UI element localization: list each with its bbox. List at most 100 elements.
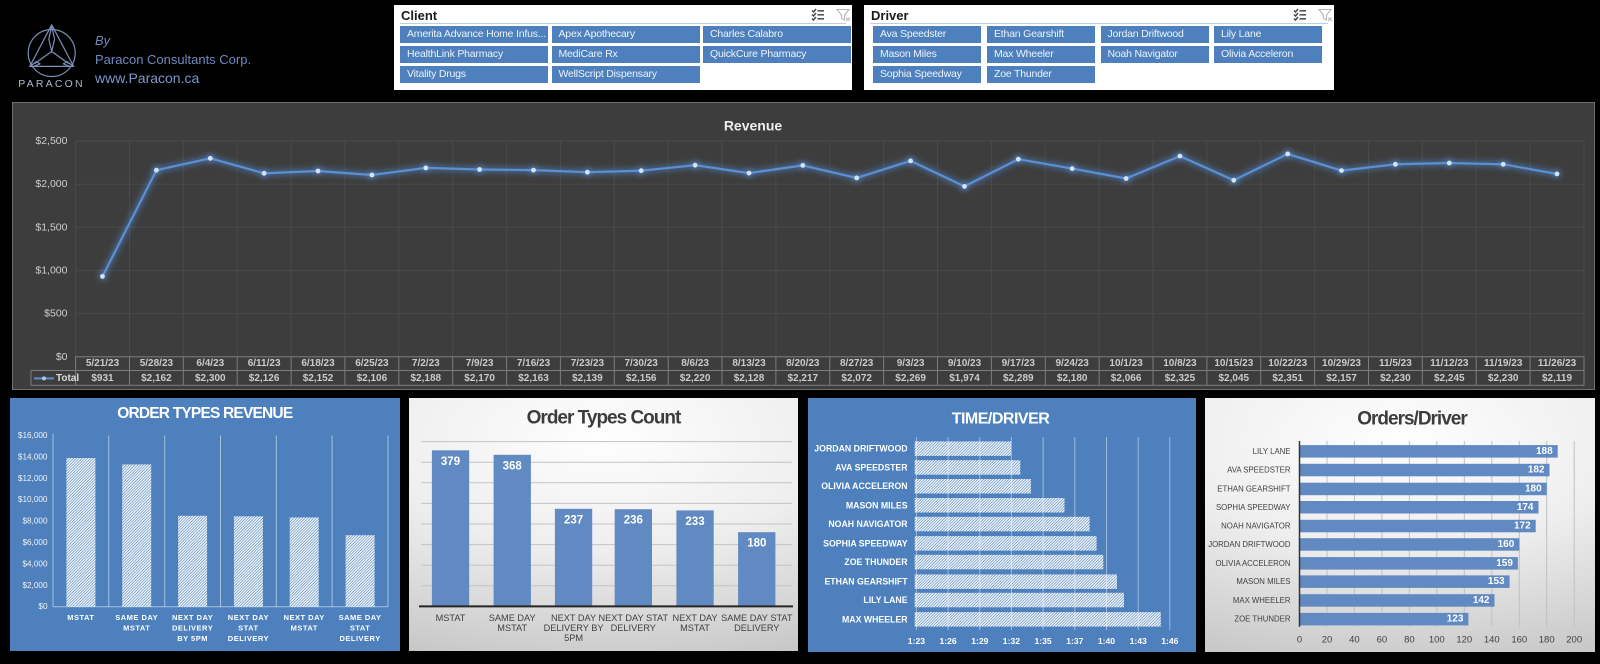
svg-text:80: 80 [1404,635,1415,646]
svg-text:Order Types Count: Order Types Count [527,408,682,429]
svg-text:ORDER TYPES REVENUE: ORDER TYPES REVENUE [117,405,293,422]
svg-text:120: 120 [1456,635,1472,646]
svg-text:MASON MILES: MASON MILES [1236,577,1290,586]
svg-text:182: 182 [1528,465,1545,476]
svg-text:7/23/23: 7/23/23 [571,358,605,369]
svg-text:STAT: STAT [238,624,258,633]
svg-text:ETHAN GEARSHIFT: ETHAN GEARSHIFT [824,577,908,587]
svg-text:NEXT DAY: NEXT DAY [672,613,717,623]
svg-text:MSTAT: MSTAT [67,613,94,622]
svg-text:PARACON: PARACON [18,78,85,90]
svg-text:AVA SPEEDSTER: AVA SPEEDSTER [835,462,908,472]
svg-text:$2,170: $2,170 [464,373,495,384]
svg-text:SOPHIA SPEEDWAY: SOPHIA SPEEDWAY [1216,503,1291,512]
svg-text:MSTAT: MSTAT [436,613,466,623]
svg-text:NOAH NAVIGATOR: NOAH NAVIGATOR [828,519,908,529]
svg-text:10/1/23: 10/1/23 [1109,358,1143,369]
svg-text:$1,500: $1,500 [35,221,67,233]
svg-text:8/27/23: 8/27/23 [840,358,874,369]
svg-text:10/22/23: 10/22/23 [1268,358,1307,369]
svg-text:$2,156: $2,156 [626,373,657,384]
svg-text:140: 140 [1484,635,1500,646]
svg-text:ZOE THUNDER: ZOE THUNDER [844,557,908,567]
svg-text:ETHAN GEARSHIFT: ETHAN GEARSHIFT [1217,484,1290,493]
svg-text:$2,000: $2,000 [35,178,67,190]
svg-text:$500: $500 [44,308,68,320]
svg-text:$2,500: $2,500 [35,135,67,147]
svg-text:$2,245: $2,245 [1434,373,1465,384]
svg-text:$2,072: $2,072 [841,373,872,384]
svg-text:1:46: 1:46 [1161,636,1178,646]
svg-text:$16,000: $16,000 [18,431,48,440]
svg-text:$2,230: $2,230 [1380,373,1411,384]
svg-text:$2,289: $2,289 [1003,373,1034,384]
svg-text:1:29: 1:29 [971,636,988,646]
svg-text:180: 180 [747,538,766,550]
svg-text:142: 142 [1473,595,1490,606]
svg-text:MAX WHEELER: MAX WHEELER [1233,596,1291,605]
svg-text:MSTAT: MSTAT [680,623,710,633]
svg-text:DELIVERY: DELIVERY [339,634,380,643]
svg-text:40: 40 [1349,635,1360,646]
svg-text:236: 236 [624,515,643,527]
svg-text:$1,974: $1,974 [949,373,980,384]
svg-text:1:43: 1:43 [1130,636,1147,646]
svg-text:Orders/Driver: Orders/Driver [1357,409,1468,430]
svg-text:ZOE THUNDER: ZOE THUNDER [1234,615,1291,624]
svg-text:6/11/23: 6/11/23 [248,358,281,369]
svg-text:NEXT DAY: NEXT DAY [172,613,213,622]
svg-text:$2,139: $2,139 [572,373,603,384]
svg-text:172: 172 [1514,521,1531,532]
svg-text:$2,325: $2,325 [1165,373,1196,384]
svg-text:10/15/23: 10/15/23 [1214,358,1253,369]
svg-text:10/29/23: 10/29/23 [1322,358,1361,369]
svg-text:5PM: 5PM [564,633,583,643]
svg-text:DELIVERY BY: DELIVERY BY [544,623,604,633]
svg-text:$2,300: $2,300 [195,373,226,384]
svg-text:Revenue: Revenue [724,118,783,134]
svg-text:$2,152: $2,152 [303,373,334,384]
svg-text:10/8/23: 10/8/23 [1163,358,1197,369]
svg-text:SAME DAY: SAME DAY [339,613,382,622]
svg-text:$2,230: $2,230 [1488,373,1519,384]
svg-text:AVA SPEEDSTER: AVA SPEEDSTER [1227,466,1291,475]
svg-text:237: 237 [564,514,583,526]
svg-text:$10,000: $10,000 [18,495,48,504]
svg-text:LILY LANE: LILY LANE [1253,447,1291,456]
svg-text:1:32: 1:32 [1003,636,1020,646]
svg-text:233: 233 [685,516,704,528]
svg-text:6/25/23: 6/25/23 [355,358,389,369]
svg-text:MAX WHEELER: MAX WHEELER [842,614,908,624]
svg-text:6/4/23: 6/4/23 [196,358,224,369]
svg-text:174: 174 [1517,502,1534,513]
svg-text:SOPHIA SPEEDWAY: SOPHIA SPEEDWAY [823,538,908,548]
svg-text:153: 153 [1488,576,1505,587]
svg-text:6/18/23: 6/18/23 [301,358,335,369]
svg-text:MSTAT: MSTAT [291,624,318,633]
svg-text:Total: Total [56,373,79,384]
svg-text:5/28/23: 5/28/23 [140,358,174,369]
svg-text:$2,220: $2,220 [680,373,711,384]
svg-text:368: 368 [503,460,523,472]
svg-text:$2,217: $2,217 [788,373,819,384]
svg-text:MASON MILES: MASON MILES [846,500,908,510]
svg-text:1:26: 1:26 [939,636,956,646]
svg-text:1:23: 1:23 [908,636,925,646]
svg-text:SAME DAY STAT: SAME DAY STAT [721,613,793,623]
svg-text:$12,000: $12,000 [18,474,48,483]
svg-text:7/2/23: 7/2/23 [412,358,440,369]
svg-text:$2,066: $2,066 [1111,373,1142,384]
svg-text:11/5/23: 11/5/23 [1379,358,1412,369]
svg-text:7/9/23: 7/9/23 [466,358,494,369]
svg-text:SAME DAY: SAME DAY [115,613,158,622]
svg-text:11/12/23: 11/12/23 [1430,358,1469,369]
svg-text:TIME/DRIVER: TIME/DRIVER [952,411,1051,428]
svg-text:20: 20 [1322,635,1333,646]
svg-text:$2,126: $2,126 [249,373,280,384]
svg-text:188: 188 [1536,446,1553,457]
svg-text:$2,157: $2,157 [1326,373,1357,384]
svg-text:$2,128: $2,128 [734,373,765,384]
svg-text:SAME DAY: SAME DAY [489,613,536,623]
svg-text:NEXT DAY: NEXT DAY [228,613,269,622]
svg-text:STAT: STAT [350,624,370,633]
